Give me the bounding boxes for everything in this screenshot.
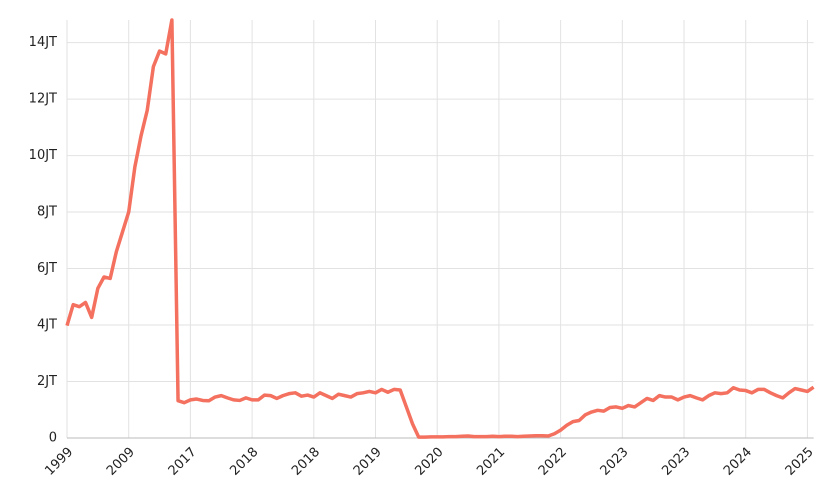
y-tick-label: 0	[49, 431, 57, 446]
line	[65, 18, 815, 439]
x-tick-label: 2018	[289, 445, 323, 479]
y-tick-label: 4JT	[37, 318, 57, 333]
x-tick-label: 2019	[351, 445, 385, 479]
y-tick-label: 2JT	[37, 374, 57, 389]
x-tick-label: 2020	[413, 445, 447, 479]
y-tick-label: 6JT	[37, 261, 57, 276]
y-tick-label: 10JT	[29, 148, 57, 163]
x-tick-label: 2022	[536, 445, 570, 479]
y-tick-label: 8JT	[37, 205, 57, 220]
x-tick-label: 2025	[783, 445, 817, 479]
x-tick-label: 2009	[104, 445, 138, 479]
x-tick-label: 2018	[227, 445, 261, 479]
x-tick-label: 2023	[598, 445, 632, 479]
x-tick-label: 2021	[474, 445, 508, 479]
x-tick-label: 2024	[721, 445, 755, 479]
x-tick-label: 2017	[166, 445, 200, 479]
y-tick-label: 12JT	[29, 92, 57, 107]
x-tick-label: 1999	[42, 445, 76, 479]
x-tick-label: 2023	[659, 445, 693, 479]
y-tick-label: 14JT	[29, 35, 57, 50]
